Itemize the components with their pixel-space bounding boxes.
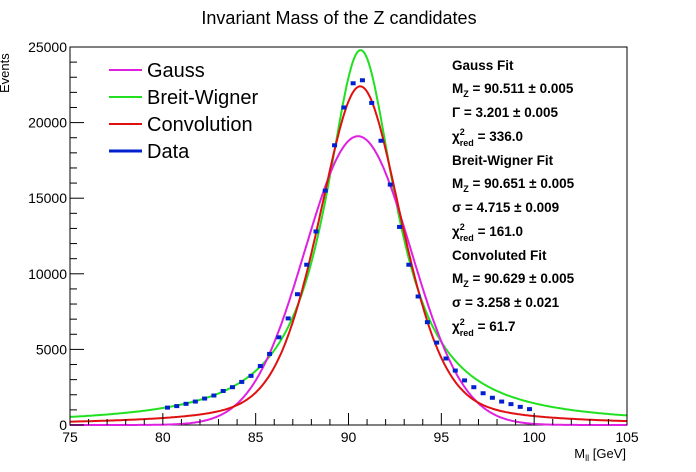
fit-line: MZ = 90.651 ± 0.005 [452, 176, 575, 194]
data-point [387, 182, 393, 187]
x-tick-label: 105 [615, 429, 639, 445]
data-point [239, 379, 245, 384]
fit-line: σ = 4.715 ± 0.009 [452, 200, 559, 215]
data-point [499, 399, 505, 404]
data-point [267, 351, 273, 356]
chart-title: Invariant Mass of the Z candidates [201, 8, 476, 28]
x-tick-label: 95 [434, 429, 450, 445]
data-point [359, 78, 365, 83]
data-point [527, 407, 533, 412]
legend-label: Breit-Wigner [147, 87, 258, 109]
data-point [489, 395, 495, 400]
legend-label: Data [147, 141, 190, 163]
y-tick-label: 15000 [28, 190, 67, 206]
data-point [294, 292, 300, 297]
fit-line: χ2 red = 61.7 [452, 317, 515, 338]
data-point [183, 401, 189, 406]
fit-line: χ2 red = 161.0 [452, 222, 523, 243]
data-point [285, 316, 291, 321]
y-tick-label: 0 [59, 417, 67, 433]
fit-results: Gauss Fit MZ = 90.511 ± 0.005 Γ = 3.201 ± … [452, 58, 575, 338]
data-point [211, 393, 217, 398]
data-point [462, 378, 468, 383]
legend-label: Convolution [147, 114, 253, 136]
y-tick-label: 5000 [36, 341, 67, 357]
axes: 75 80 85 90 95 100 105 0 5000 10000 15000 20000 2500… [28, 39, 639, 445]
fit-title: Gauss Fit [452, 58, 514, 73]
data-point [406, 262, 412, 267]
data-point [248, 373, 254, 378]
data-point [434, 340, 440, 345]
data-point [322, 188, 328, 193]
data-point [517, 404, 523, 409]
data-point [202, 396, 208, 401]
y-tick-label: 10000 [28, 266, 67, 282]
fit-line: σ = 3.258 ± 0.021 [452, 295, 560, 310]
legend: Gauss Breit-Wigner Convolution Data [109, 60, 258, 163]
fit-title: Breit-Wigner Fit [452, 153, 554, 168]
data-point [276, 335, 282, 340]
data-point [397, 224, 403, 229]
x-tick-label: 85 [248, 429, 264, 445]
fit-line: χ2 red = 336.0 [452, 127, 523, 148]
y-tick-label: 25000 [28, 39, 67, 55]
x-tick-label: 75 [62, 429, 78, 445]
y-axis-label: Events [0, 53, 12, 93]
x-tick-label: 90 [341, 429, 357, 445]
data-point [480, 391, 486, 396]
data-point [229, 385, 235, 390]
x-axis-label: Mll [GeV] [574, 446, 626, 463]
fit-title: Convoluted Fit [452, 248, 547, 263]
data-point [424, 320, 430, 325]
fit-line: MZ = 90.629 ± 0.005 [452, 271, 575, 289]
data-point [220, 388, 226, 393]
fit-line: Γ = 3.201 ± 0.005 [452, 105, 558, 120]
fit-line: MZ = 90.511 ± 0.005 [452, 81, 574, 99]
data-point [164, 405, 170, 410]
y-tick-label: 20000 [28, 115, 67, 131]
data-point [471, 385, 477, 390]
data-point [443, 356, 449, 361]
data-point [341, 105, 347, 110]
data-point [257, 364, 263, 369]
data-points [164, 78, 533, 412]
data-point [415, 294, 421, 299]
data-point [313, 229, 319, 234]
data-point [369, 100, 375, 105]
data-point [192, 399, 198, 404]
legend-label: Gauss [147, 60, 205, 82]
data-point [452, 368, 458, 373]
data-point [508, 402, 514, 407]
data-point [350, 81, 356, 86]
data-point [332, 143, 338, 148]
curve-breit-wigner [69, 49, 628, 418]
data-point [378, 138, 384, 143]
x-tick-label: 80 [155, 429, 171, 445]
x-tick-label: 100 [522, 429, 546, 445]
data-point [304, 262, 310, 267]
data-point [174, 404, 180, 409]
